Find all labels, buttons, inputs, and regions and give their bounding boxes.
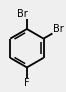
Text: Br: Br bbox=[53, 23, 64, 33]
Text: Br: Br bbox=[17, 9, 28, 19]
Text: F: F bbox=[24, 78, 30, 88]
